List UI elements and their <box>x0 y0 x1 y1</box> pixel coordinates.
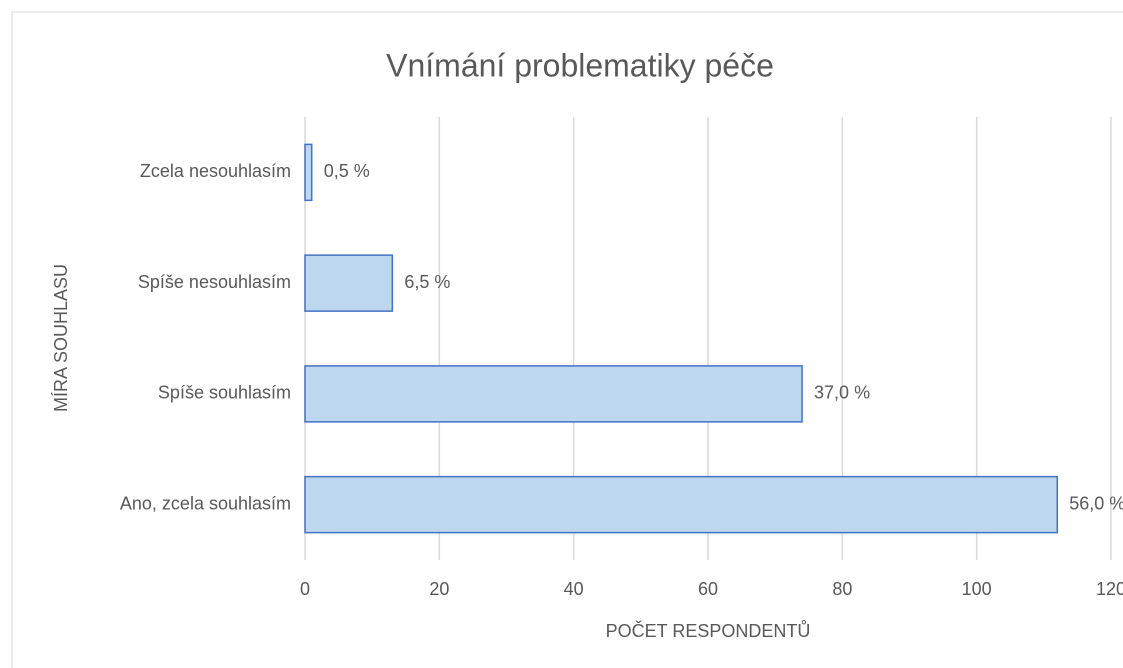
data-label: 56,0 % <box>1069 493 1123 513</box>
y-tick-label: Spíše souhlasím <box>158 383 291 403</box>
x-tick-label: 40 <box>564 579 584 599</box>
y-tick-label: Ano, zcela souhlasím <box>120 493 291 513</box>
bar <box>304 254 394 312</box>
x-tick-label: 60 <box>698 579 718 599</box>
y-tick-label: Zcela nesouhlasím <box>140 161 291 181</box>
bar <box>304 475 1059 534</box>
bar <box>304 365 803 423</box>
x-tick-label: 120 <box>1096 579 1123 599</box>
y-axis-title: MÍRA SOUHLASU <box>51 264 71 412</box>
data-label: 0,5 % <box>324 161 370 181</box>
bar <box>304 143 313 202</box>
y-tick-label: Spíše nesouhlasím <box>138 272 291 292</box>
chart-frame <box>11 11 1123 668</box>
chart-title: Vnímání problematiky péče <box>386 47 774 83</box>
x-axis-title: POČET RESPONDENTŮ <box>606 620 811 641</box>
x-tick-label: 20 <box>429 579 449 599</box>
x-tick-label: 80 <box>832 579 852 599</box>
x-tick-label: 100 <box>962 579 992 599</box>
data-label: 6,5 % <box>404 272 450 292</box>
x-tick-label: 0 <box>300 579 310 599</box>
data-label: 37,0 % <box>814 383 870 403</box>
